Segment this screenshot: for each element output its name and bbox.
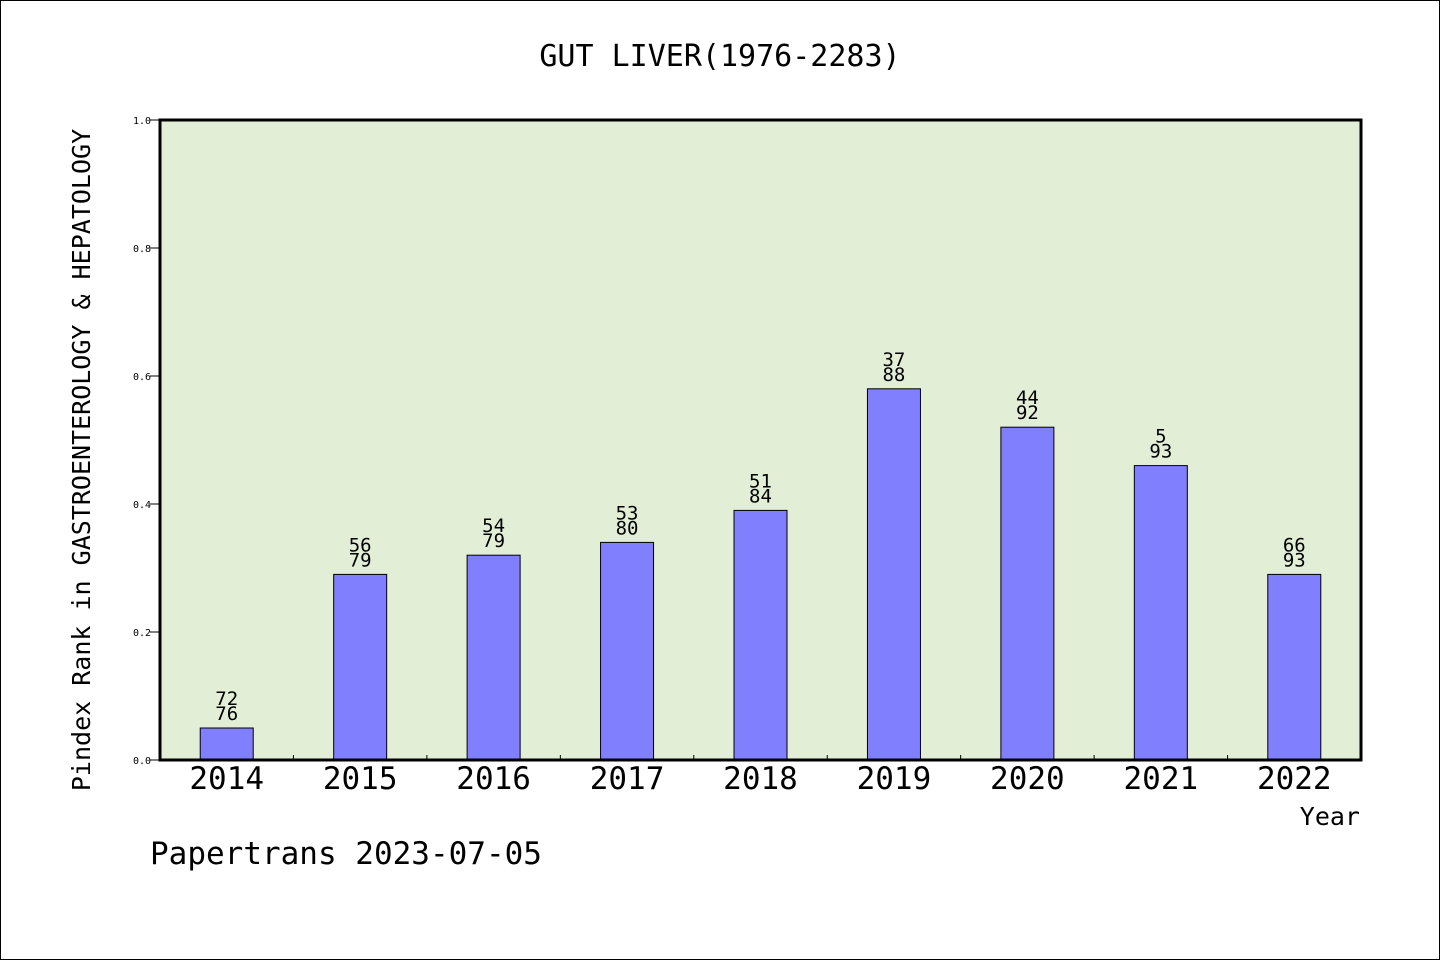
x-tick-label-2017: 2017 xyxy=(590,761,665,797)
x-ticks-layer: 2014 2015 2016 2017 2018 2019 2020 2021 2022 xyxy=(189,755,1332,797)
bar-label-top-2019: 37 xyxy=(882,349,905,371)
bar-label-bottom-2014: 76 xyxy=(215,703,238,725)
y-tick-label-0.8: 0.8 xyxy=(133,244,151,255)
bar-label-top-2018: 51 xyxy=(749,470,772,492)
bar-label-bottom-2016: 79 xyxy=(482,530,505,552)
x-tick-label-2021: 2021 xyxy=(1124,761,1199,797)
bar-label-bottom-2021: 93 xyxy=(1149,441,1172,463)
x-tick-label-2014: 2014 xyxy=(189,761,264,797)
bar-2018 xyxy=(733,509,788,761)
y-tick-label-1.0: 1.0 xyxy=(133,116,151,127)
x-axis-label: Year xyxy=(1300,802,1360,831)
y-tick-label-0.0: 0.0 xyxy=(133,756,151,767)
footer-credit: Papertrans 2023-07-05 xyxy=(150,836,542,872)
x-tick-label-2015: 2015 xyxy=(323,761,398,797)
bar-label-top-2021: 5 xyxy=(1155,426,1166,448)
y-ticks-layer: 0.0 0.2 0.4 0.6 0.8 1.0 xyxy=(133,116,160,767)
bar-2014 xyxy=(199,727,254,761)
chart-title: GUT LIVER(1976-2283) xyxy=(539,39,900,74)
bar-label-bottom-2018: 84 xyxy=(749,485,772,507)
x-tick-label-2020: 2020 xyxy=(990,761,1065,797)
bar-label-bottom-2017: 80 xyxy=(616,517,639,539)
bar-2019 xyxy=(866,388,921,761)
plot-border xyxy=(158,118,1363,762)
bar-2017 xyxy=(600,541,655,761)
x-tick-label-2018: 2018 xyxy=(723,761,798,797)
bar-label-bottom-2015: 79 xyxy=(349,549,372,571)
bar-label-bottom-2022: 93 xyxy=(1283,549,1306,571)
bar-2015 xyxy=(333,573,388,761)
y-axis-label: Pindex Rank in GASTROENTEROLOGY & HEPATO… xyxy=(67,129,96,791)
bar-label-top-2016: 54 xyxy=(482,515,505,537)
y-tick-label-0.2: 0.2 xyxy=(133,628,151,639)
bars-layer xyxy=(199,388,1322,761)
bar-label-bottom-2019: 88 xyxy=(882,364,905,386)
bar-label-bottom-2020: 92 xyxy=(1016,402,1039,424)
bar-label-top-2014: 72 xyxy=(215,688,238,710)
bar-label-top-2015: 56 xyxy=(349,534,372,556)
bar-2016 xyxy=(466,554,521,761)
bar-2022 xyxy=(1267,573,1322,761)
x-tick-label-2016: 2016 xyxy=(456,761,531,797)
bar-label-top-2022: 66 xyxy=(1283,534,1306,556)
x-tick-label-2019: 2019 xyxy=(857,761,932,797)
y-tick-label-0.4: 0.4 xyxy=(133,500,151,511)
bar-label-top-2017: 53 xyxy=(616,502,639,524)
x-tick-label-2022: 2022 xyxy=(1257,761,1332,797)
bar-2020 xyxy=(1000,426,1055,761)
bar-2021 xyxy=(1133,465,1188,761)
bar-label-top-2020: 44 xyxy=(1016,387,1039,409)
y-tick-label-0.6: 0.6 xyxy=(133,372,151,383)
